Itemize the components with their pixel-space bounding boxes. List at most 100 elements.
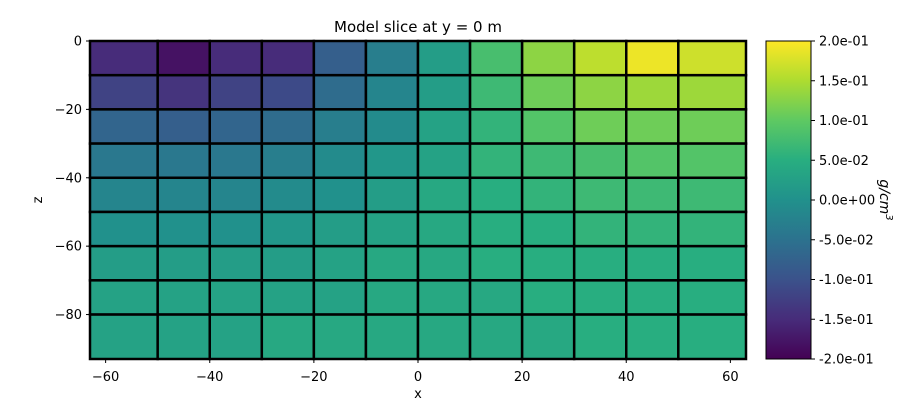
heatmap-cell <box>208 210 264 248</box>
heatmap-cell <box>260 313 316 361</box>
heatmap-cell <box>677 73 748 111</box>
heatmap-cell <box>312 142 368 180</box>
heatmap-cell <box>364 142 420 180</box>
heatmap-cell <box>520 279 576 316</box>
heatmap-cell <box>468 210 524 248</box>
heatmap-cell <box>208 73 264 111</box>
colorbar-tick-label: -5.0e-02 <box>819 233 874 248</box>
heatmap-cell <box>572 108 628 145</box>
chart-title: Model slice at y = 0 m <box>334 18 502 36</box>
heatmap-cell <box>572 244 628 282</box>
heatmap-cell <box>468 142 524 180</box>
x-tick-label: −40 <box>196 370 223 385</box>
heatmap-cell <box>260 108 316 145</box>
heatmap-cell <box>677 313 748 361</box>
heatmap-cell <box>156 279 211 316</box>
x-tick-label: 40 <box>618 370 635 385</box>
colorbar-tick-label: 1.5e-01 <box>819 74 869 89</box>
heatmap-cell <box>625 313 680 361</box>
heatmap-cell <box>156 142 211 180</box>
heatmap-cell <box>416 108 472 145</box>
heatmap-cell <box>364 279 420 316</box>
heatmap-cell <box>625 142 680 180</box>
heatmap-cell <box>260 73 316 111</box>
heatmap-cell <box>156 39 211 77</box>
heatmap-cell <box>468 73 524 111</box>
heatmap-cell <box>468 244 524 282</box>
heatmap-cell <box>416 244 472 282</box>
heatmap-cell <box>572 313 628 361</box>
z-axis-label: z <box>31 196 46 203</box>
heatmap-cell <box>520 244 576 282</box>
z-tick-label: 0 <box>74 35 82 50</box>
x-tick-label: 20 <box>514 370 531 385</box>
x-tick-label: 0 <box>414 370 422 385</box>
colorbar-tick-label: -2.0e-01 <box>819 353 874 368</box>
heatmap-cell <box>312 73 368 111</box>
heatmap-cell <box>88 39 159 77</box>
heatmap-cell <box>520 39 576 77</box>
heatmap-cell <box>520 142 576 180</box>
colorbar <box>765 40 812 360</box>
heatmap-cell <box>572 142 628 180</box>
heatmap-cell <box>677 108 748 145</box>
heatmap-cell <box>88 108 159 145</box>
heatmap-cell <box>625 210 680 248</box>
heatmap-cell <box>312 279 368 316</box>
heatmap-cell <box>156 108 211 145</box>
heatmap-cell <box>156 73 211 111</box>
heatmap-cells <box>88 39 748 361</box>
heatmap-cell <box>625 176 680 214</box>
colorbar-label: g/cm3 <box>876 179 894 220</box>
heatmap-cell <box>364 108 420 145</box>
heatmap-cell <box>260 39 316 77</box>
heatmap-cell <box>312 210 368 248</box>
heatmap-cell <box>468 108 524 145</box>
colorbar-label-unit: g/cm <box>876 179 892 214</box>
heatmap-cell <box>88 210 159 248</box>
x-tick-label: −20 <box>300 370 327 385</box>
heatmap-cell <box>364 244 420 282</box>
heatmap-cell <box>364 176 420 214</box>
heatmap-cell <box>468 176 524 214</box>
heatmap-cell <box>312 39 368 77</box>
colorbar-tick-label: 0.0e+00 <box>819 194 875 209</box>
heatmap-cell <box>520 210 576 248</box>
heatmap-cell <box>625 108 680 145</box>
heatmap-cell <box>88 279 159 316</box>
heatmap-cell <box>208 176 264 214</box>
heatmap-cell <box>260 142 316 180</box>
heatmap-cell <box>625 39 680 77</box>
heatmap-cell <box>88 313 159 361</box>
heatmap-cell <box>260 279 316 316</box>
heatmap-cell <box>468 39 524 77</box>
colorbar-ticks: 2.0e-01 1.5e-01 1.0e-01 5.0e-02 0.0e+00 -5.0e… <box>811 35 875 368</box>
heatmap-cell <box>677 244 748 282</box>
heatmap-cell <box>416 73 472 111</box>
colorbar-tick-label: 2.0e-01 <box>819 35 869 50</box>
heatmap-cell <box>88 176 159 214</box>
heatmap-cell <box>364 313 420 361</box>
z-axis-ticks: 0 −20 −40 −60 −80 <box>55 35 90 323</box>
x-tick-label: 60 <box>722 370 739 385</box>
x-tick-label: −60 <box>92 370 119 385</box>
heatmap-cell <box>416 176 472 214</box>
heatmap-cell <box>208 313 264 361</box>
heatmap-cell <box>88 142 159 180</box>
z-tick-label: −40 <box>55 171 82 186</box>
heatmap-cell <box>364 210 420 248</box>
heatmap-cell <box>88 73 159 111</box>
heatmap-cell <box>572 39 628 77</box>
z-tick-label: −60 <box>55 240 82 255</box>
heatmap-cell <box>677 279 748 316</box>
heatmap-cell <box>677 176 748 214</box>
heatmap-cell <box>520 108 576 145</box>
heatmap-cell <box>208 244 264 282</box>
heatmap-cell <box>156 244 211 282</box>
heatmap-cell <box>572 210 628 248</box>
heatmap-cell <box>416 142 472 180</box>
heatmap-cell <box>677 142 748 180</box>
heatmap-cell <box>572 176 628 214</box>
heatmap-cell <box>677 39 748 77</box>
heatmap-cell <box>572 279 628 316</box>
